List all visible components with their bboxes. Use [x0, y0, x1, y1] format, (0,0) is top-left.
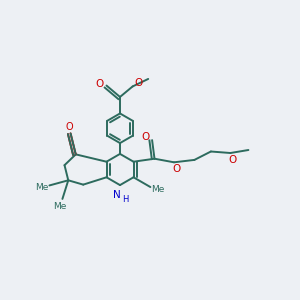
Text: Me: Me: [53, 202, 67, 211]
Text: O: O: [172, 164, 180, 174]
Text: O: O: [141, 132, 150, 142]
Text: Me: Me: [151, 185, 164, 194]
Text: H: H: [122, 195, 129, 204]
Text: O: O: [65, 122, 73, 132]
Text: N: N: [113, 190, 121, 200]
Text: Me: Me: [35, 183, 48, 192]
Text: O: O: [96, 79, 104, 89]
Text: O: O: [134, 79, 143, 88]
Text: O: O: [228, 154, 237, 165]
